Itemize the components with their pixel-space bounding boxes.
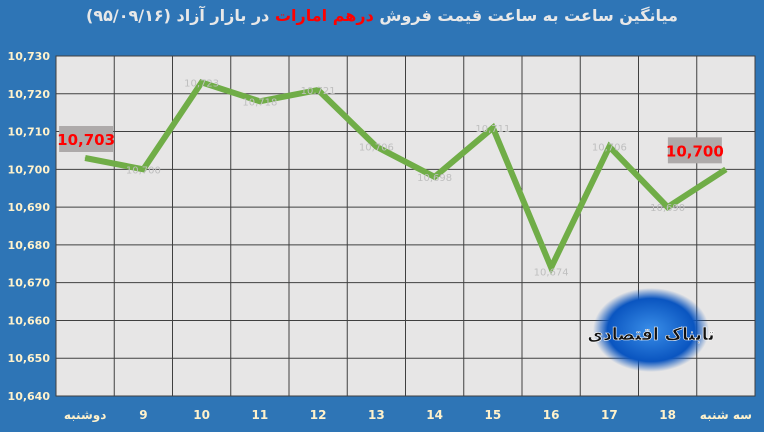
data-label-box — [667, 137, 722, 164]
data-label: 10,711 — [475, 124, 510, 135]
y-tick-label: 10,710 — [8, 126, 51, 139]
chart-title: میانگین ساعت به ساعت قیمت فروش درهم امار… — [0, 6, 764, 25]
data-point — [492, 127, 494, 129]
data-label: 10,690 — [650, 203, 685, 214]
data-label: 10,721 — [301, 86, 336, 97]
x-tick-label: 14 — [426, 408, 443, 422]
x-tick-label: دوشنبه — [64, 408, 107, 423]
title-highlight: درهم امارات — [274, 6, 374, 25]
data-label: 10,700 — [126, 165, 161, 176]
data-point — [142, 168, 144, 170]
y-tick-label: 10,720 — [8, 88, 51, 101]
data-label-box — [59, 126, 114, 152]
data-label: 10,718 — [242, 97, 277, 108]
x-tick-label: 12 — [310, 408, 327, 422]
data-label: 10,723 — [184, 78, 219, 89]
data-point — [667, 206, 669, 208]
x-tick-label: 15 — [485, 408, 502, 422]
title-part2: در بازار آزاد (۹۵/۰۹/۱۶) — [86, 6, 270, 25]
y-tick-label: 10,680 — [8, 239, 51, 252]
x-tick-label: سه شنبه — [700, 408, 752, 422]
x-tick-label: 13 — [368, 408, 385, 422]
data-point — [375, 146, 377, 148]
x-tick-label: 9 — [139, 408, 147, 422]
y-tick-label: 10,660 — [8, 314, 51, 327]
data-label: 10,706 — [359, 143, 394, 154]
data-point — [608, 146, 610, 148]
y-tick-label: 10,690 — [8, 201, 51, 214]
data-point — [550, 267, 552, 269]
series-line — [84, 78, 728, 275]
y-tick-label: 10,640 — [8, 390, 51, 403]
x-tick-label: 10 — [193, 408, 210, 422]
x-tick-label: 17 — [601, 408, 618, 422]
data-point — [317, 89, 319, 91]
data-label: 10,706 — [592, 143, 627, 154]
y-tick-label: 10,670 — [8, 277, 51, 290]
data-point — [201, 81, 203, 83]
data-point — [725, 168, 727, 170]
logo: تابناک اقتصادی — [587, 288, 715, 372]
y-tick-label: 10,650 — [8, 352, 51, 365]
x-tick-label: 18 — [659, 408, 676, 422]
data-label-highlight: 10,703 — [57, 131, 115, 149]
y-tick-label: 10,700 — [8, 163, 51, 176]
data-point — [434, 176, 436, 178]
x-tick-label: 11 — [252, 408, 269, 422]
data-label: 10,698 — [417, 173, 452, 184]
data-label-highlight: 10,700 — [666, 142, 724, 160]
y-tick-label: 10,730 — [8, 50, 51, 63]
data-label: 10,674 — [534, 268, 569, 279]
title-part1: میانگین ساعت به ساعت قیمت فروش — [379, 6, 678, 25]
data-point — [259, 100, 261, 102]
x-tick-label: 16 — [543, 408, 560, 422]
data-point — [84, 157, 86, 159]
svg-text:تابناک اقتصادی: تابناک اقتصادی — [587, 325, 714, 345]
